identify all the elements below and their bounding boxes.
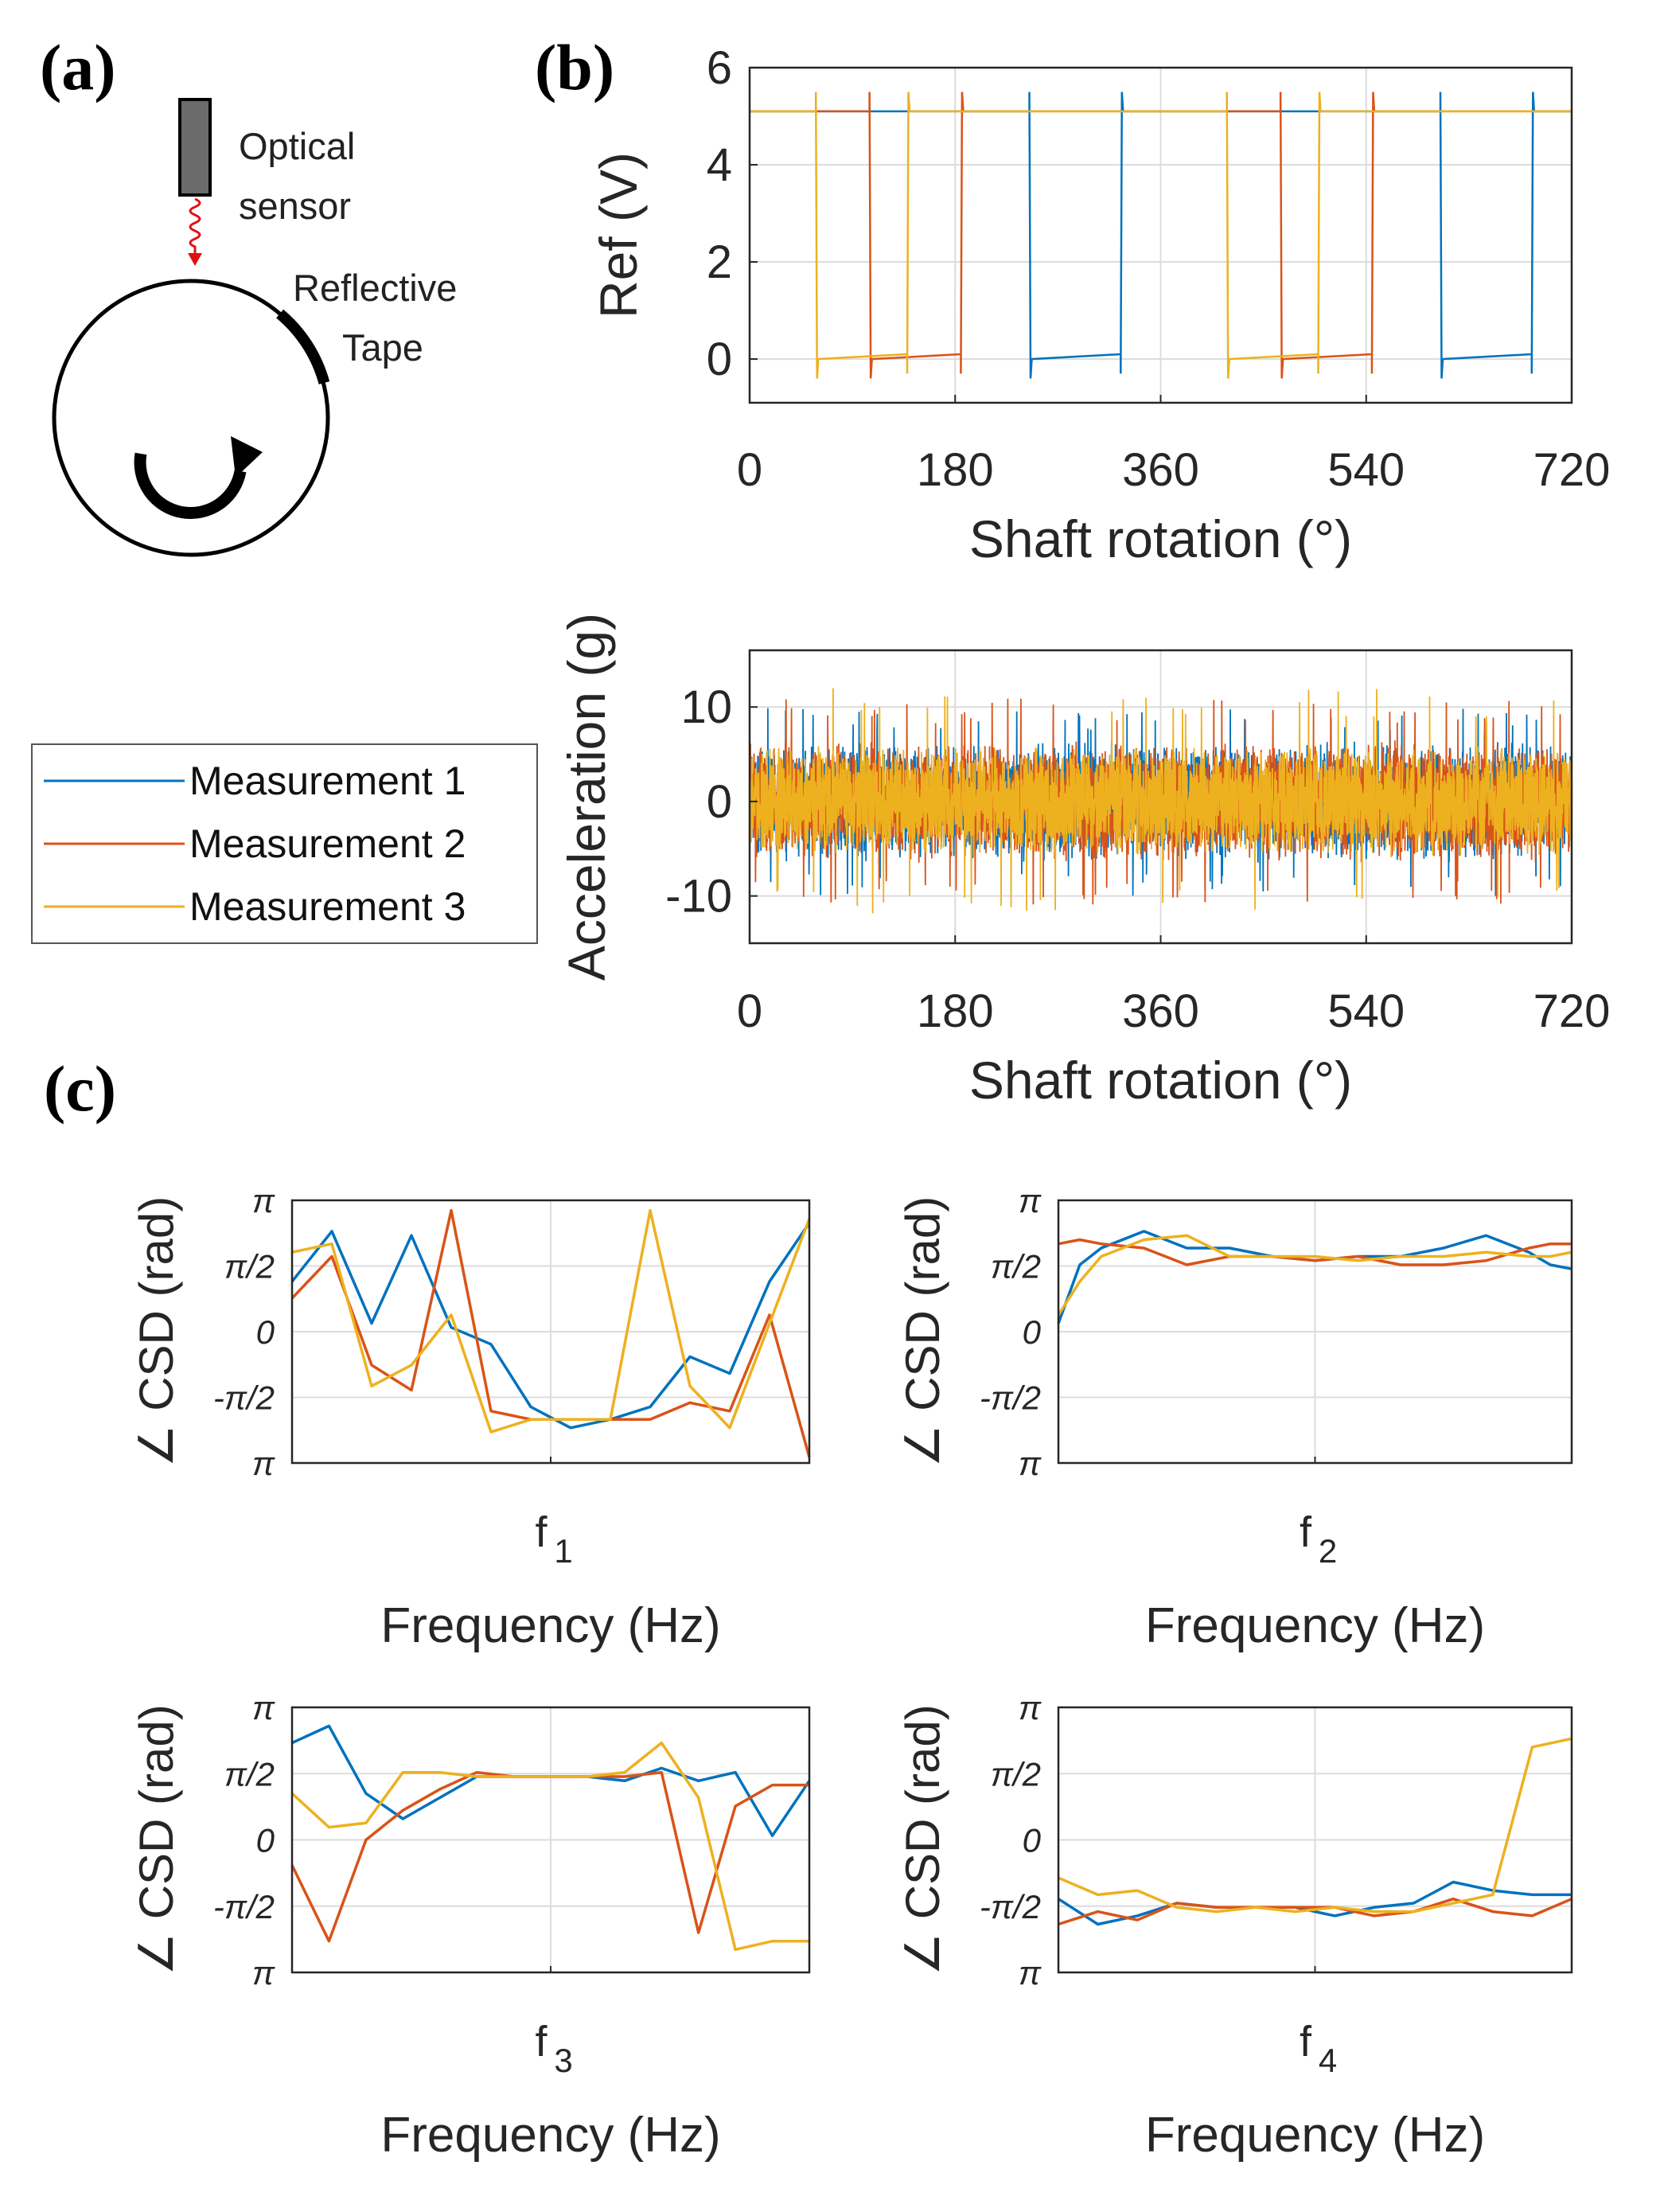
y-tick-label: 10 bbox=[680, 681, 732, 733]
sensor-label-line1: Optical bbox=[239, 125, 355, 167]
x-tick-label: f bbox=[535, 1508, 548, 1556]
x-tick-subscript: 3 bbox=[554, 2042, 572, 2079]
x-tick-subscript: 1 bbox=[554, 1532, 572, 1570]
series-line-measurement-3 bbox=[750, 688, 1572, 914]
x-tick-label: 360 bbox=[1122, 985, 1199, 1037]
y-tick-label: π bbox=[252, 1182, 275, 1219]
y-tick-label: π/2 bbox=[224, 1755, 275, 1793]
y-tick-label: -π/2 bbox=[980, 1379, 1041, 1417]
panel-label-a: (a) bbox=[40, 31, 116, 103]
y-tick-label: -π/2 bbox=[213, 1888, 275, 1925]
x-tick-label: 0 bbox=[737, 985, 762, 1037]
y-tick-label: π bbox=[252, 1689, 275, 1726]
x-axis-label: Shaft rotation (°) bbox=[969, 509, 1352, 568]
x-tick-label: 360 bbox=[1122, 444, 1199, 496]
x-axis-label: Frequency (Hz) bbox=[1145, 1598, 1485, 1653]
panel-label-b: (b) bbox=[535, 31, 614, 103]
schematic: Optical sensor Reflective Tape bbox=[52, 98, 457, 557]
y-axis-label: ∠ CSD (rad) bbox=[896, 1196, 949, 1468]
x-tick-label: f bbox=[1300, 2018, 1312, 2066]
y-tick-label: π/2 bbox=[991, 1248, 1041, 1285]
y-tick-label: -π/2 bbox=[213, 1379, 275, 1417]
y-tick-label: π bbox=[252, 1954, 275, 1992]
reflective-tape-icon bbox=[276, 309, 330, 384]
y-tick-label: π bbox=[1019, 1182, 1042, 1219]
rotation-arrowhead-icon bbox=[231, 436, 263, 478]
series-line-measurement-2 bbox=[1058, 1238, 1572, 1266]
series-line-measurement-1 bbox=[750, 92, 1572, 379]
x-tick-label: f bbox=[535, 2018, 548, 2066]
y-tick-label: π bbox=[1019, 1689, 1042, 1726]
y-tick-label: 0 bbox=[707, 334, 732, 385]
series-line-measurement-1 bbox=[1058, 1880, 1572, 1926]
x-tick-label: 540 bbox=[1327, 985, 1405, 1037]
x-axis-label: Frequency (Hz) bbox=[380, 2108, 720, 2163]
panel-label-c: (c) bbox=[44, 1052, 116, 1125]
beam-arrowhead-icon bbox=[188, 253, 202, 266]
chart-ref-voltage: 0 180 360 540 720 0 2 4 6 Shaft rotation (°) Ref (… bbox=[589, 42, 1610, 568]
series-line-measurement-2 bbox=[1058, 1897, 1572, 1926]
light-beam-icon bbox=[189, 197, 201, 256]
shaft-circle-icon bbox=[52, 279, 330, 557]
y-tick-label: 0 bbox=[256, 1822, 275, 1859]
y-tick-label: π bbox=[252, 1445, 275, 1482]
x-tick-label: 0 bbox=[737, 444, 762, 496]
series-line-measurement-3 bbox=[291, 1208, 811, 1434]
x-axis-label: Frequency (Hz) bbox=[1145, 2108, 1485, 2163]
chart-acceleration: 0 180 360 540 720 -10 0 10 Shaft rotation (°) Acc… bbox=[557, 613, 1610, 1110]
x-axis-label: Frequency (Hz) bbox=[380, 1598, 720, 1653]
x-tick-label: f bbox=[1300, 1508, 1312, 1556]
y-tick-label: π/2 bbox=[224, 1248, 275, 1285]
sensor-label-line2: sensor bbox=[239, 185, 351, 227]
series-line-measurement-3 bbox=[750, 92, 1572, 379]
y-tick-label: π/2 bbox=[991, 1755, 1041, 1793]
x-tick-subscript: 4 bbox=[1319, 2042, 1337, 2079]
legend: Measurement 1 Measurement 2 Measurement … bbox=[31, 743, 538, 944]
optical-sensor-icon bbox=[178, 98, 212, 197]
chart-csd-f2: π π/2 0 -π/2 π f 2 Frequency (Hz) ∠ CSD (rad) bbox=[896, 1182, 1573, 1653]
y-axis-label: Ref (V) bbox=[589, 152, 648, 318]
y-axis-label: ∠ CSD (rad) bbox=[130, 1196, 183, 1468]
y-tick-label: 0 bbox=[256, 1313, 275, 1351]
rotation-arrow-icon bbox=[134, 452, 247, 519]
chart-csd-f3: π π/2 0 -π/2 π f 3 Frequency (Hz) ∠ CSD (rad) bbox=[130, 1689, 811, 2163]
series-line-measurement-3 bbox=[290, 1741, 809, 1952]
series-line-measurement-3 bbox=[1057, 1234, 1572, 1316]
y-axis-label: ∠ CSD (rad) bbox=[130, 1704, 183, 1976]
y-tick-label: 0 bbox=[707, 776, 732, 828]
x-tick-label: 720 bbox=[1533, 985, 1611, 1037]
chart-csd-f4: π π/2 0 -π/2 π f 4 Frequency (Hz) ∠ CSD (rad) bbox=[896, 1689, 1573, 2163]
x-tick-label: 180 bbox=[917, 985, 994, 1037]
y-tick-label: -π/2 bbox=[980, 1888, 1041, 1925]
y-tick-label: 4 bbox=[707, 139, 732, 191]
y-tick-label: 2 bbox=[707, 236, 732, 288]
series-line-measurement-1 bbox=[290, 1222, 811, 1430]
tape-label-line1: Reflective bbox=[293, 267, 457, 309]
y-tick-label: 0 bbox=[1023, 1313, 1042, 1351]
x-tick-label: 540 bbox=[1327, 444, 1405, 496]
chart-csd-f1: π π/2 0 -π/2 π f 1 Frequency (Hz) ∠ CSD (rad) bbox=[130, 1182, 811, 1653]
x-tick-label: 180 bbox=[917, 444, 994, 496]
y-axis-label: ∠ CSD (rad) bbox=[896, 1704, 949, 1976]
y-tick-label: 0 bbox=[1023, 1822, 1042, 1859]
legend-label-measurement-3: Measurement 3 bbox=[189, 884, 466, 929]
tape-label-line2: Tape bbox=[342, 326, 423, 369]
x-axis-label: Shaft rotation (°) bbox=[969, 1051, 1352, 1110]
y-tick-label: π bbox=[1019, 1954, 1042, 1992]
series-line-measurement-3 bbox=[1058, 1737, 1572, 1914]
x-tick-label: 720 bbox=[1533, 444, 1611, 496]
y-axis-label: Acceleration (g) bbox=[557, 613, 616, 981]
y-tick-label: -10 bbox=[665, 871, 732, 923]
y-tick-label: 6 bbox=[707, 42, 732, 94]
legend-label-measurement-2: Measurement 2 bbox=[189, 821, 466, 866]
legend-label-measurement-1: Measurement 1 bbox=[189, 759, 466, 803]
x-tick-subscript: 2 bbox=[1319, 1532, 1337, 1570]
y-tick-label: π bbox=[1019, 1445, 1042, 1482]
